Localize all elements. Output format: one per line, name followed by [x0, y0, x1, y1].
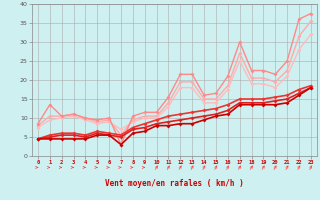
X-axis label: Vent moyen/en rafales ( km/h ): Vent moyen/en rafales ( km/h ) [105, 179, 244, 188]
